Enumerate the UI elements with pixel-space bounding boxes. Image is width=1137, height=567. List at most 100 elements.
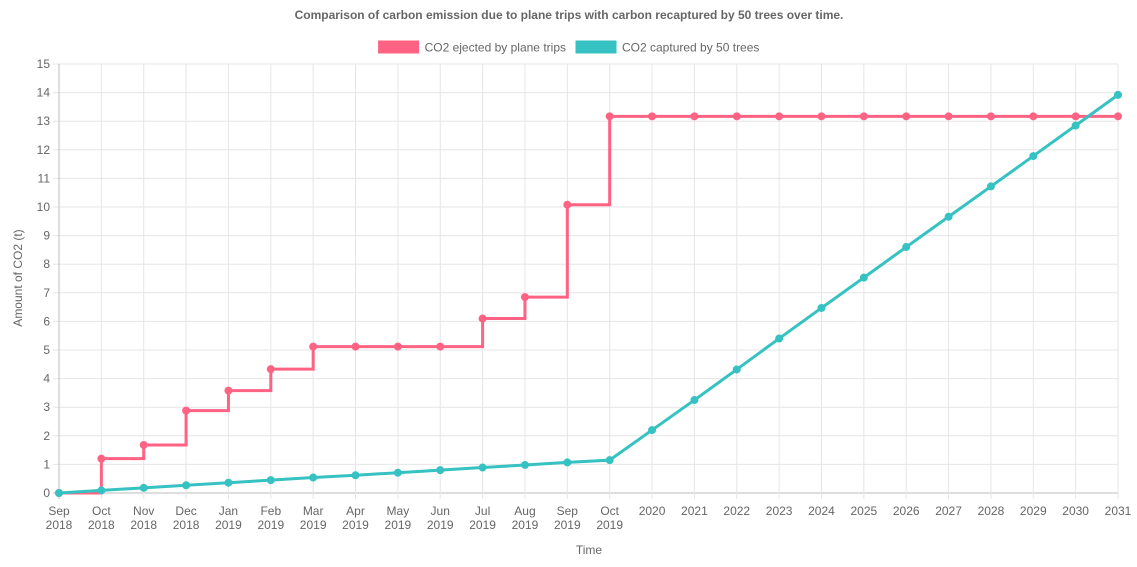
data-point[interactable] [648, 426, 657, 435]
y-tick-label: 13 [37, 114, 51, 128]
data-point[interactable] [859, 273, 868, 282]
data-point[interactable] [817, 112, 826, 121]
data-point[interactable] [902, 243, 911, 252]
x-tick-label-line: 2026 [893, 504, 920, 518]
data-point[interactable] [224, 478, 233, 487]
x-tick-label-line: Sep [48, 504, 70, 518]
x-tick-label: Oct 2019 [596, 504, 623, 532]
data-point[interactable] [55, 489, 63, 497]
data-point[interactable] [351, 471, 360, 480]
data-point[interactable] [690, 112, 699, 121]
legend-label: CO2 captured by 50 trees [622, 41, 759, 55]
data-point[interactable] [1114, 90, 1122, 99]
y-tick-label: 14 [37, 86, 51, 100]
data-point[interactable] [309, 473, 318, 482]
data-point[interactable] [605, 112, 614, 121]
data-point[interactable] [1071, 121, 1080, 130]
x-tick-label: 2026 [893, 504, 920, 518]
data-point[interactable] [224, 386, 233, 395]
data-point[interactable] [1071, 112, 1080, 121]
legend-label: CO2 ejected by plane trips [425, 41, 566, 55]
x-axis-title: Time [576, 543, 603, 557]
legend-item-1[interactable]: CO2 captured by 50 trees [575, 40, 759, 55]
data-point[interactable] [775, 334, 784, 343]
data-point[interactable] [1029, 112, 1038, 121]
data-point[interactable] [309, 342, 318, 351]
data-point[interactable] [732, 112, 741, 121]
x-tick-label-line: 2023 [766, 504, 793, 518]
x-tick-label: 2023 [766, 504, 793, 518]
data-point[interactable] [478, 463, 487, 472]
y-tick-label: 2 [43, 429, 50, 443]
data-point[interactable] [266, 365, 275, 374]
data-point[interactable] [605, 456, 614, 465]
x-tick-label: Mar 2019 [300, 504, 327, 532]
data-point[interactable] [520, 460, 529, 469]
y-tick-label: 4 [43, 372, 50, 386]
data-point[interactable] [266, 476, 275, 485]
x-tick-label-line: 2019 [215, 518, 242, 532]
x-tick-label-line: 2019 [512, 518, 539, 532]
x-tick-label: 2029 [1020, 504, 1047, 518]
data-point[interactable] [563, 200, 572, 209]
x-tick-label-line: Mar [303, 504, 324, 518]
data-point[interactable] [986, 112, 995, 121]
data-point[interactable] [436, 466, 445, 475]
x-tick-label: 2030 [1062, 504, 1089, 518]
x-tick-label: 2024 [808, 504, 835, 518]
data-point[interactable] [563, 458, 572, 467]
data-point[interactable] [859, 112, 868, 121]
data-point[interactable] [902, 112, 911, 121]
data-point[interactable] [690, 396, 699, 405]
data-point[interactable] [944, 212, 953, 221]
x-tick-label-line: May [387, 504, 410, 518]
data-point[interactable] [182, 481, 191, 490]
x-tick-label-line: 2019 [427, 518, 454, 532]
x-tick-label: Sep 2019 [554, 504, 581, 532]
x-tick-label-line: 2019 [385, 518, 412, 532]
data-point[interactable] [648, 112, 657, 121]
x-tick-label: Feb 2019 [257, 504, 284, 532]
x-tick-label-line: 2021 [681, 504, 708, 518]
data-point[interactable] [436, 342, 445, 351]
x-tick-label-line: 2025 [850, 504, 877, 518]
x-tick-label-line: 2018 [130, 518, 157, 532]
x-tick-label: Sep 2018 [46, 504, 73, 532]
data-point[interactable] [520, 293, 529, 302]
data-point[interactable] [97, 454, 106, 463]
data-point[interactable] [182, 406, 191, 415]
data-point[interactable] [986, 182, 995, 191]
data-point[interactable] [817, 303, 826, 312]
data-point[interactable] [732, 365, 741, 374]
x-tick-label-line: 2019 [596, 518, 623, 532]
y-tick-label: 9 [43, 229, 50, 243]
data-point[interactable] [351, 342, 360, 351]
data-point[interactable] [393, 342, 402, 351]
x-tick-label-line: 2019 [469, 518, 496, 532]
data-point[interactable] [944, 112, 953, 121]
x-tick-label-line: 2024 [808, 504, 835, 518]
x-tick-label-line: 2018 [46, 518, 73, 532]
x-tick-label: Apr 2019 [342, 504, 369, 532]
data-point[interactable] [775, 112, 784, 121]
data-point[interactable] [393, 468, 402, 477]
data-point[interactable] [139, 440, 148, 449]
x-tick-label-line: Jun [431, 504, 450, 518]
legend: CO2 ejected by plane trips CO2 captured b… [378, 40, 759, 55]
x-tick-label: 2031 [1105, 504, 1132, 518]
legend-item-0[interactable]: CO2 ejected by plane trips [378, 40, 566, 55]
x-tick-label-line: 2028 [978, 504, 1005, 518]
x-tick-label-line: 2018 [88, 518, 115, 532]
x-tick-label-line: 2029 [1020, 504, 1047, 518]
x-tick-label: 2028 [978, 504, 1005, 518]
x-tick-label-line: Jan [219, 504, 238, 518]
data-point[interactable] [97, 486, 106, 495]
data-point[interactable] [478, 314, 487, 323]
data-point[interactable] [139, 483, 148, 492]
x-tick-label-line: 2018 [173, 518, 200, 532]
data-point[interactable] [1114, 112, 1122, 121]
data-point[interactable] [1029, 152, 1038, 161]
